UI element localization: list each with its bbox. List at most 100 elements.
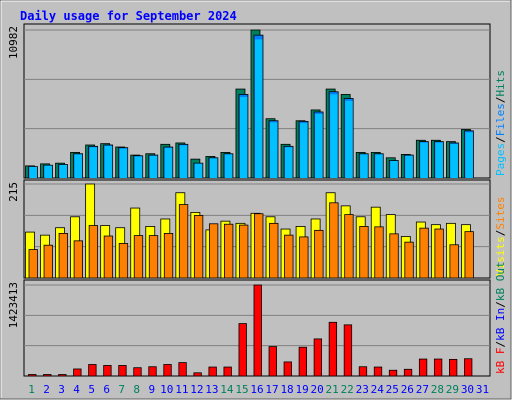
bar-kbf	[433, 358, 443, 377]
day-label: 20	[311, 383, 324, 396]
day-label: 14	[220, 383, 234, 396]
legend-entry: Visits	[494, 236, 507, 276]
day-label: 27	[416, 383, 429, 396]
legend-entry: Hits	[494, 70, 507, 97]
bar-pages	[345, 100, 353, 178]
bar-pages	[74, 154, 83, 178]
bar-kbf	[43, 374, 52, 377]
bar-pages	[375, 154, 383, 178]
bar-kbf	[133, 367, 142, 377]
bar-sites	[449, 244, 459, 279]
day-label: 12	[190, 383, 203, 396]
bar-kbf	[193, 372, 202, 377]
bar-kbf	[343, 324, 353, 377]
bar-sites	[404, 241, 414, 279]
bar-pages	[179, 145, 188, 178]
bar-kbf	[388, 369, 398, 377]
bar-kbf	[88, 364, 97, 377]
bar-pages	[194, 163, 203, 178]
bar-pages	[420, 142, 428, 178]
legend-entry: /	[494, 97, 507, 104]
day-label: 6	[103, 383, 110, 396]
bar-pages	[224, 154, 233, 178]
day-label: 9	[148, 383, 155, 396]
bar-kbf	[268, 346, 277, 377]
day-label: 2	[43, 383, 50, 396]
bar-pages	[285, 147, 293, 178]
bar-kbf	[298, 346, 307, 377]
bar-pages	[435, 142, 443, 178]
legend-entry: /	[494, 136, 507, 143]
day-label: 11	[175, 383, 188, 396]
bar-sites	[464, 231, 474, 279]
day-label: 16	[250, 383, 263, 396]
ymax-label-kb: 1423413	[7, 282, 20, 328]
bar-pages	[164, 147, 173, 178]
bar-kbf	[403, 368, 413, 377]
day-label: 17	[265, 383, 278, 396]
legend-kb: kB F/kB In/kB Out	[494, 261, 507, 374]
bar-kbf	[313, 338, 323, 377]
bar-kbf	[103, 365, 112, 377]
bar-kbf	[208, 366, 217, 377]
day-label: 31	[476, 383, 489, 396]
ymax-label-visits-sites: 215	[7, 182, 20, 202]
bar-pages	[360, 154, 368, 178]
bar-sites	[58, 233, 68, 279]
bar-sites	[434, 228, 444, 279]
bar-pages	[315, 113, 323, 178]
day-label: 13	[205, 383, 218, 396]
legend-entry: kB In	[494, 308, 507, 341]
bar-sites	[28, 249, 38, 279]
bar-kbf	[238, 323, 247, 377]
bar-sites	[254, 213, 264, 279]
bar-kbf	[449, 358, 458, 377]
bar-pages	[239, 96, 248, 178]
bar-kbf	[328, 321, 338, 377]
bar-sites	[419, 227, 429, 279]
bar-kbf	[73, 368, 82, 377]
legend-entry: Files	[494, 103, 507, 136]
day-label: 24	[371, 383, 385, 396]
bar-pages	[149, 155, 158, 178]
legend-entry: /	[494, 301, 507, 308]
bar-pages	[209, 158, 218, 178]
bar-kbf	[58, 374, 67, 377]
legend-entry: /	[494, 341, 507, 348]
bar-sites	[88, 225, 99, 279]
bar-sites	[329, 202, 339, 279]
legend-entry: kB F	[494, 348, 507, 375]
legend-pages-files-hits: Pages/Files/Hits	[494, 70, 507, 176]
bar-kbf	[28, 374, 37, 377]
bar-kbf	[358, 366, 368, 377]
day-label: 4	[73, 383, 80, 396]
bar-sites	[118, 243, 129, 279]
bar-sites	[193, 215, 204, 279]
day-label: 29	[446, 383, 459, 396]
day-label: 8	[133, 383, 140, 396]
bar-kbf	[283, 361, 292, 377]
day-label: 25	[386, 383, 399, 396]
day-label: 22	[341, 383, 354, 396]
bar-sites	[163, 233, 174, 279]
bar-kbf	[178, 362, 187, 377]
bar-pages	[44, 165, 53, 178]
legend-entry: Pages	[494, 143, 507, 176]
bar-pages	[270, 122, 278, 178]
day-label: 1	[28, 383, 35, 396]
labels-layer: 10982Pages/Files/Hits215Visits/Sites1423…	[7, 26, 507, 396]
bar-sites	[389, 233, 399, 279]
bar-sites	[103, 235, 114, 279]
bar-sites	[239, 224, 249, 279]
bar-sites	[208, 223, 219, 279]
bar-pages	[450, 144, 458, 178]
bar-sites	[299, 236, 309, 279]
day-label: 26	[401, 383, 414, 396]
bar-sites	[269, 222, 279, 279]
bar-pages	[390, 161, 398, 178]
bar-pages	[254, 39, 263, 178]
bar-pages	[59, 164, 68, 178]
bar-kbf	[418, 358, 428, 377]
